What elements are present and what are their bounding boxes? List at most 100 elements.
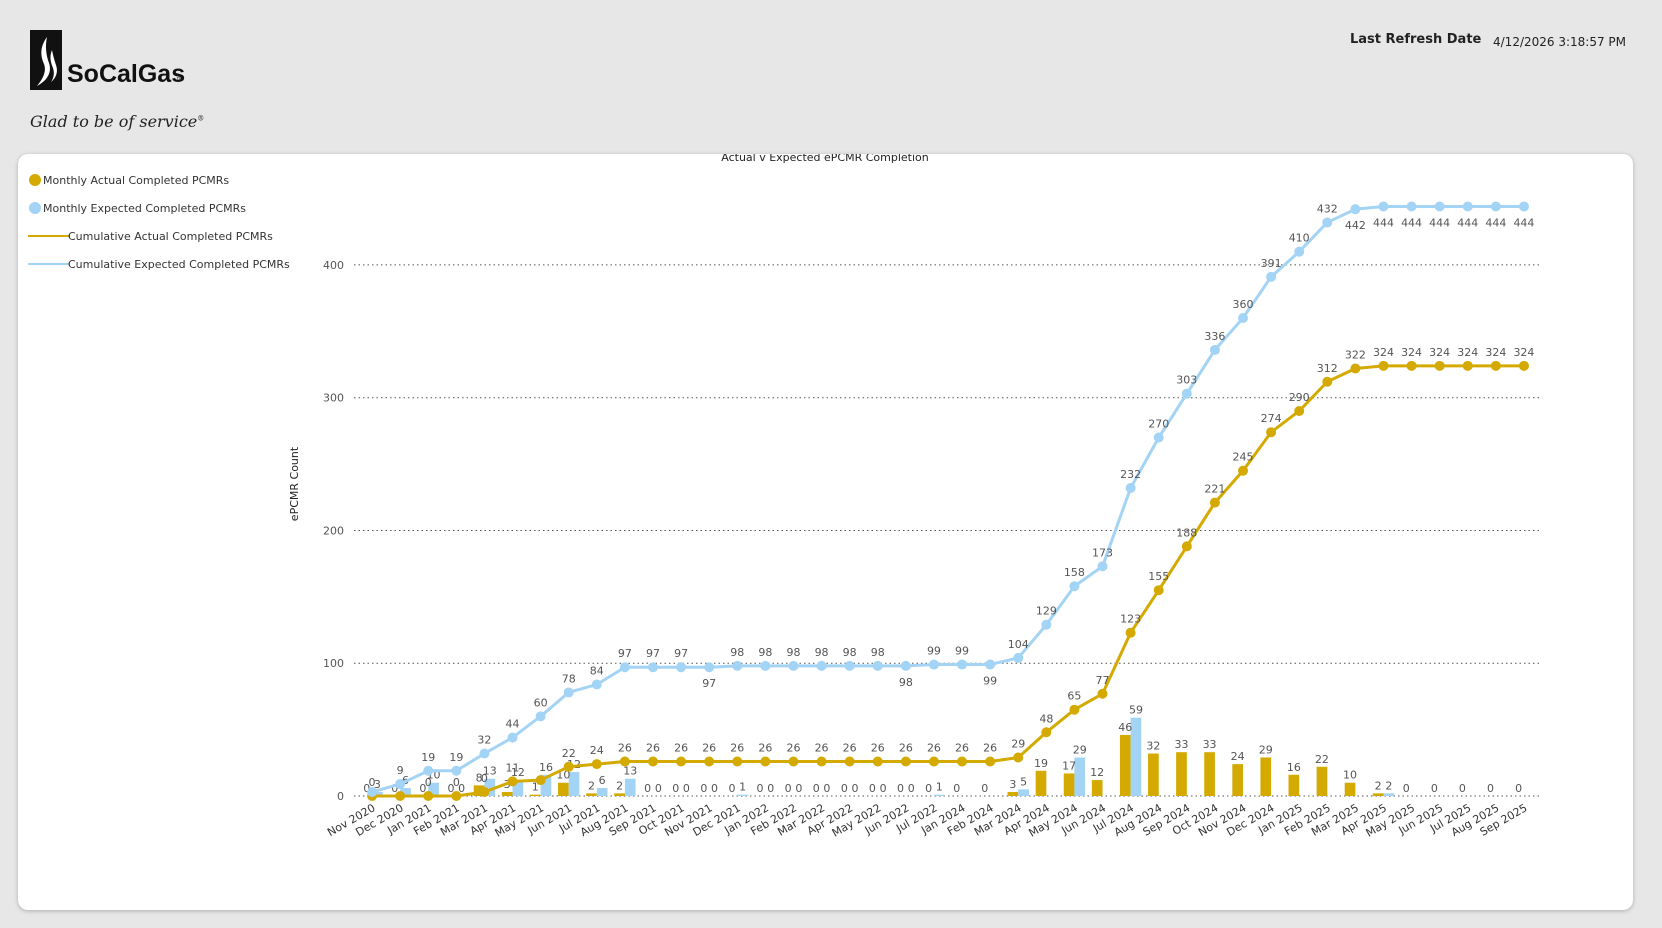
actual-bar — [1176, 752, 1187, 796]
cum-expected-point — [1125, 482, 1136, 493]
cum-actual-label: 322 — [1345, 348, 1366, 361]
actual-bar-label: 0 — [869, 782, 876, 795]
cum-expected-point — [1153, 432, 1164, 443]
cum-expected-point — [872, 660, 883, 671]
cum-expected-point — [1013, 652, 1024, 663]
cum-actual-point — [1097, 688, 1108, 699]
cum-expected-label: 19 — [449, 751, 463, 764]
cum-expected-point — [1266, 271, 1277, 282]
y-tick-label: 0 — [337, 790, 344, 803]
cum-actual-label: 26 — [955, 741, 969, 754]
cum-actual-label: 26 — [730, 741, 744, 754]
cum-expected-label: 98 — [815, 646, 829, 659]
cum-actual-label: 274 — [1261, 412, 1282, 425]
cum-expected-label: 97 — [702, 677, 716, 690]
cum-actual-point — [928, 756, 939, 767]
brand-tagline: Glad to be of service® — [30, 112, 204, 131]
legend-marker — [29, 174, 41, 186]
cum-expected-label: 270 — [1148, 418, 1169, 431]
cum-actual-point — [591, 759, 602, 770]
actual-bar — [1344, 782, 1356, 796]
registered-mark: ® — [197, 114, 205, 123]
actual-bar-label: 10 — [1343, 769, 1357, 782]
cum-expected-point — [760, 660, 771, 671]
actual-bar-label: 33 — [1174, 738, 1188, 751]
expected-bar-label: 0 — [683, 782, 690, 795]
actual-bar-label: 17 — [1062, 759, 1076, 772]
cum-actual-point — [676, 756, 687, 767]
expected-bar-label: 0 — [711, 782, 718, 795]
cum-expected-label: 432 — [1317, 202, 1338, 215]
actual-bar — [586, 793, 597, 796]
cum-actual-label: 65 — [1067, 690, 1081, 703]
cum-actual-point — [760, 756, 771, 767]
cum-actual-point — [1041, 727, 1052, 738]
chart-title: Actual v Expected ePCMR Completion — [721, 154, 929, 164]
cum-actual-label: 26 — [646, 741, 660, 754]
actual-bar-label: 19 — [1034, 757, 1048, 770]
cum-expected-label: 99 — [983, 675, 997, 688]
expected-bar — [933, 794, 945, 796]
cum-actual-point — [1378, 360, 1389, 371]
expected-bar — [596, 788, 608, 796]
cum-expected-line — [371, 205, 1524, 794]
cum-actual-point — [1125, 627, 1136, 638]
cum-expected-point — [1041, 619, 1052, 630]
expected-bar-label: 12 — [511, 766, 525, 779]
cum-expected-point — [844, 660, 855, 671]
expected-bar-label: 1 — [739, 781, 746, 794]
actual-bar-label: 2 — [1375, 779, 1382, 792]
cum-expected-point — [367, 787, 378, 798]
actual-bar-label: 24 — [1231, 750, 1245, 763]
cum-actual-point — [900, 756, 911, 767]
expected-bar-label: 0 — [908, 782, 915, 795]
actual-bar-label: 0 — [841, 782, 848, 795]
cum-actual-point — [1294, 405, 1305, 416]
expected-bar-label: 0 — [458, 782, 465, 795]
cum-expected-point — [957, 659, 968, 670]
y-tick-label: 300 — [323, 392, 344, 405]
cum-actual-label: 324 — [1429, 346, 1450, 359]
expected-bar-label: 0 — [852, 782, 859, 795]
actual-bar-label: 0 — [672, 782, 679, 795]
cum-actual-point — [985, 756, 996, 767]
actual-bar — [558, 782, 569, 796]
expected-bar-label: 0 — [880, 782, 887, 795]
expected-bar — [737, 794, 748, 796]
cum-expected-label: 32 — [477, 734, 491, 747]
cum-expected-label: 99 — [955, 645, 969, 658]
chart-card: Actual v Expected ePCMR Completion ePCMR … — [18, 154, 1633, 910]
legend-label: Cumulative Expected Completed PCMRs — [68, 258, 290, 271]
cum-actual-label: 26 — [618, 741, 632, 754]
last-refresh-value: 4/12/2026 3:18:57 PM — [1493, 35, 1627, 49]
cum-actual-point — [451, 791, 462, 801]
cum-actual-point — [1490, 360, 1501, 371]
actual-bar-label: 0 — [644, 782, 651, 795]
actual-bar — [1260, 757, 1272, 796]
brand-name: SoCalGas — [67, 60, 185, 88]
cum-expected-point — [479, 748, 490, 759]
cum-actual-line — [372, 364, 1524, 798]
actual-bar — [1119, 734, 1131, 796]
last-refresh-label: Last Refresh Date — [1350, 32, 1482, 47]
cum-actual-label: 26 — [702, 741, 716, 754]
expected-bar-label: 2 — [1385, 779, 1392, 792]
cum-actual-label: 0 — [481, 772, 488, 785]
cum-actual-point — [816, 756, 827, 767]
cum-expected-label: 98 — [758, 646, 772, 659]
actual-bar — [1372, 793, 1384, 796]
actual-bar — [1148, 753, 1159, 796]
cum-actual-point — [1266, 427, 1277, 438]
cum-actual-label: 312 — [1317, 362, 1338, 375]
cum-expected-label: 97 — [618, 647, 632, 660]
actual-bar-label: 3 — [1009, 778, 1016, 791]
cum-expected-point — [1209, 344, 1220, 355]
cum-actual-label: 221 — [1204, 483, 1225, 496]
cum-expected-point — [648, 662, 658, 673]
cum-expected-label: 104 — [1008, 638, 1029, 651]
cum-actual-point — [1434, 360, 1445, 371]
cum-expected-label: 60 — [534, 696, 548, 709]
cum-expected-label: 98 — [730, 646, 744, 659]
cum-actual-point — [1518, 360, 1529, 371]
cum-expected-label: 410 — [1289, 232, 1310, 245]
